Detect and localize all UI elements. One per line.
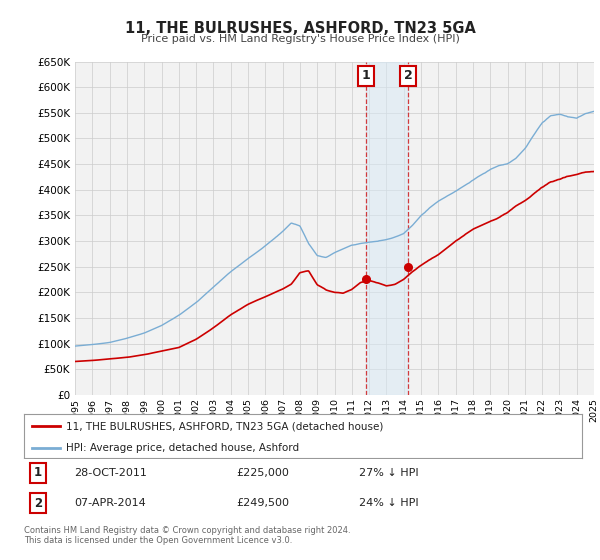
Bar: [366, 62, 409, 395]
Text: 11, THE BULRUSHES, ASHFORD, TN23 5GA (detached house): 11, THE BULRUSHES, ASHFORD, TN23 5GA (de…: [66, 421, 383, 431]
Text: 27% ↓ HPI: 27% ↓ HPI: [359, 468, 418, 478]
Text: £249,500: £249,500: [236, 498, 289, 508]
Text: 1: 1: [362, 69, 371, 82]
Text: 11, THE BULRUSHES, ASHFORD, TN23 5GA: 11, THE BULRUSHES, ASHFORD, TN23 5GA: [125, 21, 475, 36]
Text: Price paid vs. HM Land Registry's House Price Index (HPI): Price paid vs. HM Land Registry's House …: [140, 34, 460, 44]
Text: 28-OCT-2011: 28-OCT-2011: [74, 468, 147, 478]
Text: 1: 1: [34, 466, 42, 479]
Text: 07-APR-2014: 07-APR-2014: [74, 498, 146, 508]
Text: Contains HM Land Registry data © Crown copyright and database right 2024.: Contains HM Land Registry data © Crown c…: [24, 526, 350, 535]
Text: This data is licensed under the Open Government Licence v3.0.: This data is licensed under the Open Gov…: [24, 536, 292, 545]
Text: HPI: Average price, detached house, Ashford: HPI: Average price, detached house, Ashf…: [66, 444, 299, 454]
Text: 2: 2: [404, 69, 413, 82]
Text: 2: 2: [34, 497, 42, 510]
Text: 24% ↓ HPI: 24% ↓ HPI: [359, 498, 418, 508]
Text: £225,000: £225,000: [236, 468, 289, 478]
